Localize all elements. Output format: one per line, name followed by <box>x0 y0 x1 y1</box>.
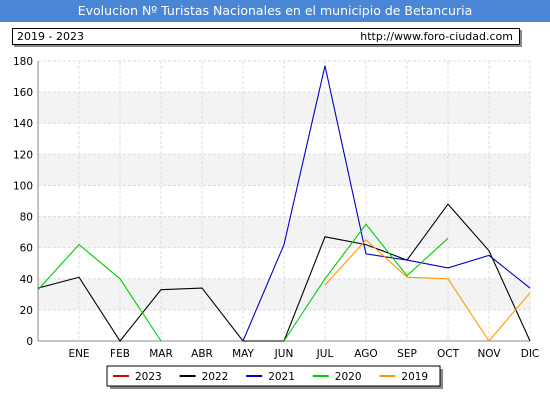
y-tick-label: 100 <box>13 180 33 192</box>
series-line-2020 <box>283 223 449 342</box>
legend-label: 2020 <box>335 371 362 383</box>
x-tick-label: JUN <box>274 348 294 360</box>
y-tick-label: 120 <box>13 149 33 161</box>
info-box: 2019 - 2023 http://www.foro-ciudad.com <box>12 28 520 45</box>
y-tick-label: 160 <box>13 87 33 99</box>
x-tick-label: AGO <box>354 348 377 360</box>
y-tick-label: 140 <box>13 118 33 130</box>
legend-label: 2023 <box>135 371 162 383</box>
series-line-2019 <box>324 239 531 342</box>
y-tick-label: 0 <box>26 336 33 348</box>
legend-label: 2019 <box>401 371 428 383</box>
legend-box <box>106 365 441 387</box>
x-tick-label: MAR <box>149 348 173 360</box>
x-tick-label: ENE <box>68 348 89 360</box>
y-tick-label: 20 <box>20 305 33 317</box>
y-tick-label: 60 <box>20 243 33 255</box>
y-tick-label: 180 <box>13 56 33 68</box>
x-tick-label: OCT <box>437 348 460 360</box>
legend-label: 2021 <box>268 371 295 383</box>
source-url[interactable]: http://www.foro-ciudad.com <box>360 30 513 43</box>
grid-band <box>38 154 530 186</box>
x-tick-label: SEP <box>397 348 417 360</box>
legend-label: 2022 <box>202 371 229 383</box>
y-tick-label: 80 <box>20 212 33 224</box>
x-tick-label: DIC <box>521 348 540 360</box>
period-label: 2019 - 2023 <box>17 30 84 43</box>
x-tick-label: MAY <box>232 348 254 360</box>
series-line-2021 <box>242 65 531 342</box>
x-tick-label: FEB <box>110 348 130 360</box>
x-tick-label: ABR <box>191 348 213 360</box>
x-tick-label: NOV <box>477 348 501 360</box>
x-tick-label: JUL <box>316 348 334 360</box>
chart-title: Evolucion Nº Turistas Nacionales en el m… <box>0 0 550 22</box>
y-tick-label: 40 <box>20 274 33 286</box>
series-line-2020 <box>37 243 162 342</box>
